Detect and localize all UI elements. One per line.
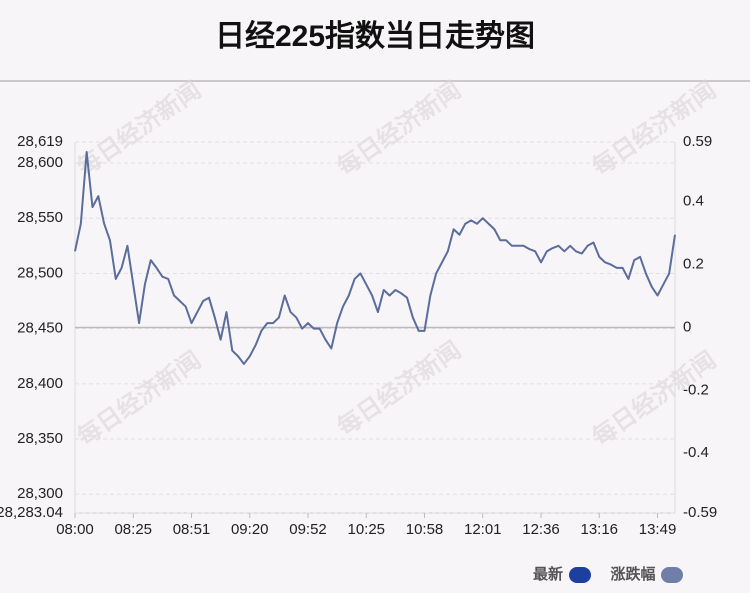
y-tick-label: 28,283.04 [0,504,63,521]
legend-label: 涨跌幅 [610,565,655,583]
price-line [74,150,676,365]
watermark: 每日经济新闻 [587,346,721,452]
y-tick-label: 28,450 [17,320,63,337]
watermark: 每日经济新闻 [72,76,206,182]
x-tick-label: 08:00 [56,521,94,538]
chart-title: 日经225指数当日走势图 [215,19,535,53]
legend-swatch [661,567,683,583]
y-tick-label: 28,350 [17,430,63,447]
y2-tick-label: -0.59 [683,504,717,521]
y2-tick-label: 0.59 [683,133,712,150]
y2-tick-label: -0.2 [683,381,709,398]
x-tick-label: 12:01 [464,521,502,538]
y2-tick-label: 0.4 [683,193,704,210]
watermark: 每日经济新闻 [332,336,466,442]
y2-tick-label: 0 [683,318,691,335]
legend-swatch [569,567,591,583]
y-tick-label: 28,619 [17,133,63,150]
y-tick-label: 28,500 [17,264,63,281]
x-tick-label: 08:51 [173,521,211,538]
y-tick-label: 28,550 [17,209,63,226]
y-tick-label: 28,400 [17,375,63,392]
x-tick-label: 13:16 [580,521,618,538]
y-tick-label: 28,600 [17,154,63,171]
x-tick-label: 12:36 [522,521,560,538]
x-tick-label: 10:58 [406,521,444,538]
x-tick-label: 13:49 [639,521,677,538]
watermark: 每日经济新闻 [72,346,206,452]
x-tick-label: 09:20 [231,521,269,538]
x-tick-label: 08:25 [114,521,152,538]
watermark: 每日经济新闻 [587,76,721,182]
y2-tick-label: -0.4 [683,444,709,461]
y2-tick-label: 0.2 [683,256,704,273]
x-tick-label: 10:25 [347,521,385,538]
legend-label: 最新 [533,565,563,583]
x-tick-label: 09:52 [289,521,327,538]
watermark: 每日经济新闻 [332,76,466,182]
y-tick-label: 28,300 [17,485,63,502]
